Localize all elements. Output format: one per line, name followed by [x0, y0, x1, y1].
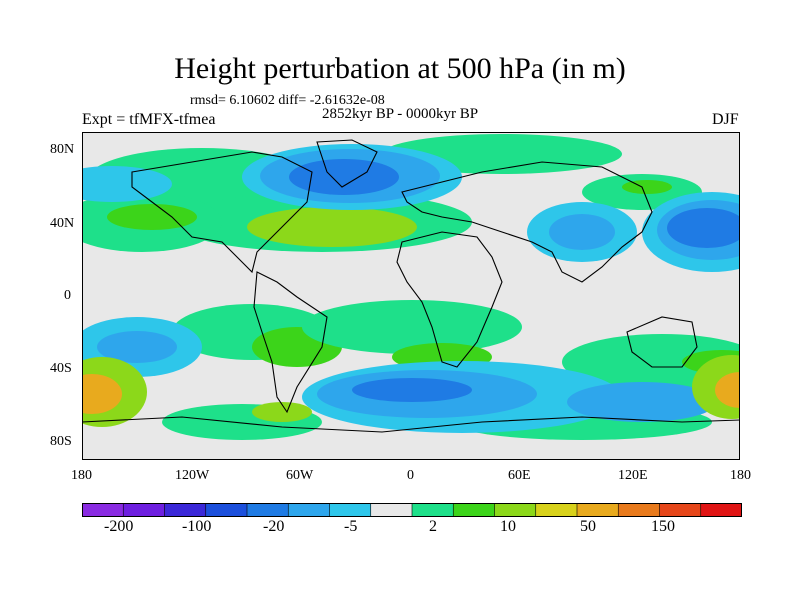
lon-label-0: 0 [407, 468, 414, 483]
colorbar-swatch [205, 503, 248, 517]
lat-label-80s: 80S [50, 434, 72, 449]
greenland-low-core [289, 159, 399, 195]
colorbar-swatch [122, 503, 166, 517]
contour-field [82, 132, 740, 460]
colorbar-swatch [370, 503, 413, 517]
west-pacific-high-core [82, 374, 122, 414]
colorbar-swatch [576, 503, 620, 517]
colorbar-swatch [164, 503, 207, 517]
colorbar-swatch [452, 503, 496, 517]
colorbar-label-10: 10 [500, 518, 516, 535]
colorbar-swatch [494, 503, 537, 517]
time-period: 2852kyr BP - 0000kyr BP [322, 106, 479, 122]
central-asia-low-core [549, 214, 615, 250]
antarctic-low-core [352, 378, 472, 402]
pacific-green-core [107, 204, 197, 230]
colorbar-label-minus-100: -100 [182, 518, 212, 535]
colorbar-swatch [535, 503, 578, 517]
colorbar-label-minus-200: -200 [104, 518, 134, 535]
lon-label-180w: 180 [71, 468, 92, 483]
south-america-outline [253, 271, 328, 414]
season-label: DJF [712, 111, 739, 128]
colorbar-swatch [617, 503, 661, 517]
lat-label-80n: 80N [50, 142, 75, 157]
lat-label-40s: 40S [50, 361, 72, 376]
colorbar-label-minus-20: -20 [263, 518, 285, 535]
east-pacific-high-core [715, 372, 740, 408]
colorbar-label-50: 50 [580, 518, 596, 535]
east-asia-green-core [622, 180, 672, 194]
eurasia-outline [401, 161, 653, 283]
coastlines [82, 139, 740, 433]
lat-label-40n: 40N [50, 216, 75, 231]
atlantic-yellow-green-band [247, 207, 417, 247]
antarctica-outline [82, 416, 740, 433]
colorbar-label-150: 150 [651, 518, 675, 535]
australia-outline [626, 316, 698, 368]
colorbar-frame [82, 503, 742, 517]
colorbar [82, 503, 742, 517]
drake-passage-high [252, 402, 312, 422]
experiment-label: Expt = tfMFX-tfmea [82, 111, 216, 128]
colorbar-swatch [700, 503, 742, 517]
north-america-outline [131, 151, 313, 274]
plot-title: Height perturbation at 500 hPa (in m) [174, 52, 626, 85]
greenland-outline [316, 139, 378, 188]
rmsd-stats: rmsd= 6.10602 diff= -2.61632e-08 [190, 93, 385, 108]
africa-outline [396, 231, 503, 368]
colorbar-swatch [246, 503, 290, 517]
colorbar-swatch [329, 503, 372, 517]
colorbar-swatch [411, 503, 455, 517]
map-frame [82, 132, 740, 460]
indian-antarctic-low [567, 382, 717, 422]
north-pacific-low-core [667, 208, 740, 248]
aleutian-low [82, 166, 172, 202]
lon-label-60e: 60E [508, 468, 531, 483]
colorbar-swatches [82, 503, 742, 517]
height-perturbation-map [82, 132, 740, 460]
colorbar-label-minus-5: -5 [344, 518, 358, 535]
south-pacific-low-core [97, 331, 177, 363]
lon-label-120w: 120W [175, 468, 210, 483]
lon-label-120e: 120E [618, 468, 648, 483]
south-atlantic-green-band [302, 300, 522, 354]
lat-label-0: 0 [64, 288, 71, 303]
colorbar-swatch [287, 503, 331, 517]
colorbar-swatch [82, 503, 125, 517]
lon-label-60w: 60W [286, 468, 314, 483]
colorbar-swatch [659, 503, 702, 517]
colorbar-label-2: 2 [429, 518, 437, 535]
lon-label-180e: 180 [730, 468, 751, 483]
